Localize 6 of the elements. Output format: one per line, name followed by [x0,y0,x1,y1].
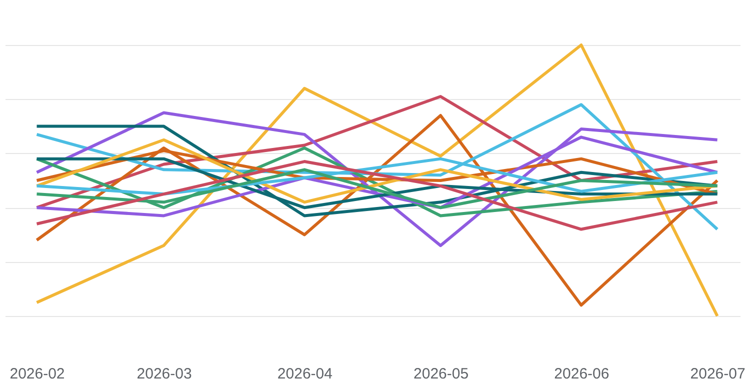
x-tick-label: 2026-07 [690,366,746,382]
x-tick-label: 2026-04 [277,366,332,382]
x-tick-label: 2026-06 [554,366,610,382]
x-tick-label: 2026-03 [136,366,192,382]
x-tick-label: 2026-02 [10,366,65,382]
x-tick-label: 2026-05 [414,366,469,382]
